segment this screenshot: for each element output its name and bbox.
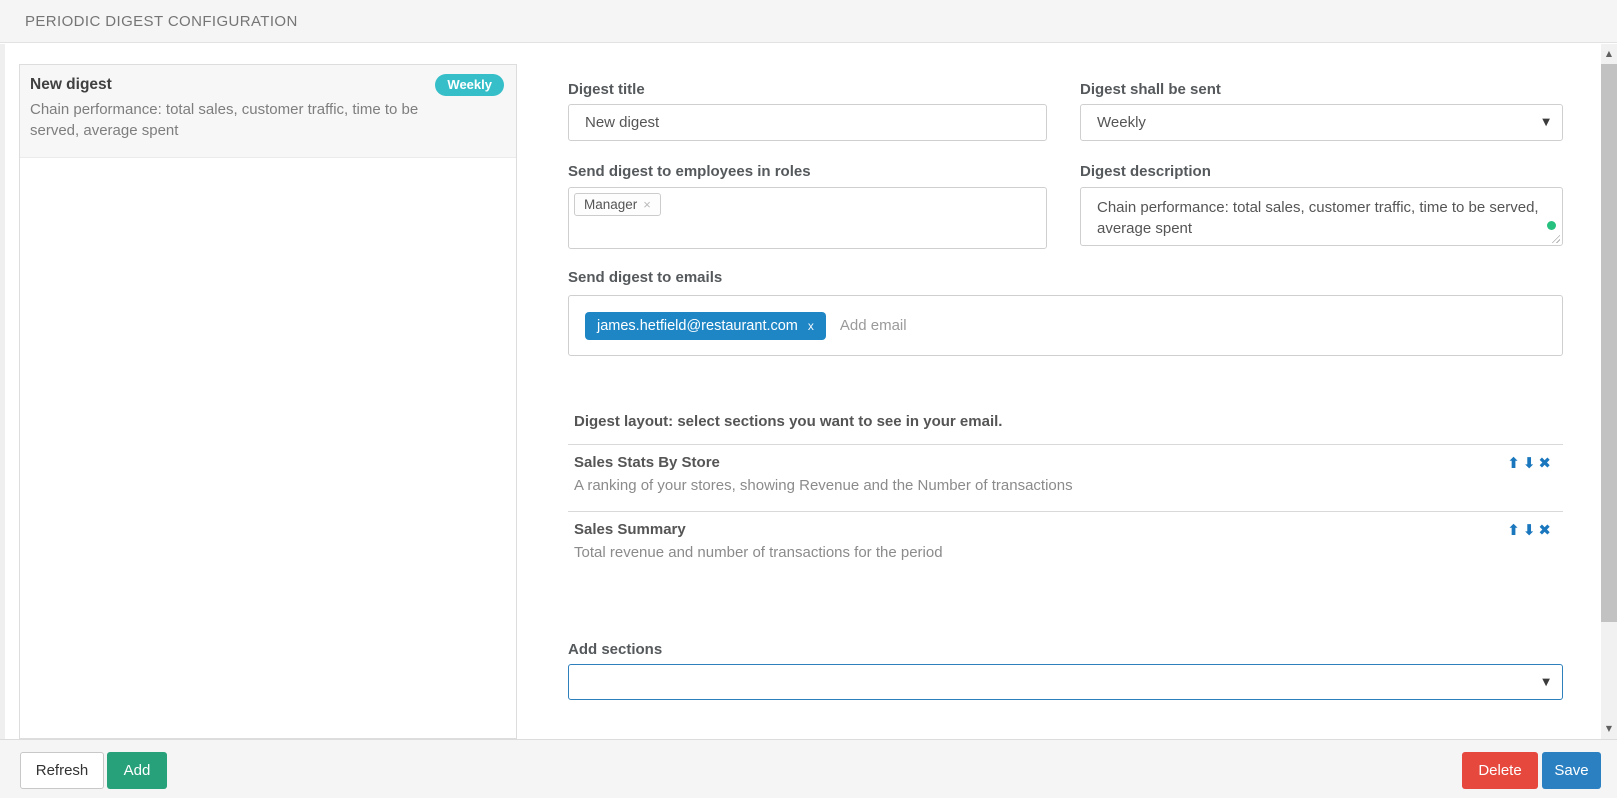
move-up-icon[interactable]: ⬆ [1507, 454, 1520, 472]
chevron-down-icon: ▼ [1542, 117, 1550, 128]
digest-sections-list: Sales Stats By Store A ranking of your s… [568, 444, 1563, 578]
digest-item-description: Chain performance: total sales, customer… [30, 101, 419, 139]
section-description: A ranking of your stores, showing Revenu… [574, 477, 1073, 494]
description-textarea[interactable]: Chain performance: total sales, customer… [1080, 187, 1563, 246]
save-button[interactable]: Save [1542, 752, 1601, 789]
description-text: Chain performance: total sales, customer… [1097, 199, 1539, 237]
vertical-scrollbar[interactable]: ▲ ▼ [1601, 44, 1617, 739]
move-down-icon[interactable]: ⬇ [1522, 521, 1536, 539]
email-chip-remove-icon[interactable]: x [807, 318, 814, 333]
add-button[interactable]: Add [107, 752, 167, 789]
section-controls: ⬆ ⬇ ✖ [1507, 521, 1551, 539]
digest-layout-heading: Digest layout: select sections you want … [574, 413, 1003, 430]
schedule-label: Digest shall be sent [1080, 81, 1221, 98]
roles-multiselect[interactable]: Manager × [568, 187, 1047, 249]
status-dot-icon [1547, 221, 1556, 230]
role-tag: Manager × [574, 193, 661, 216]
digest-title-input[interactable]: New digest [568, 104, 1047, 141]
digest-item-head: New digest Weekly [30, 74, 504, 96]
schedule-select[interactable]: Weekly ▼ [1080, 104, 1563, 141]
schedule-selected-value: Weekly [1097, 114, 1146, 131]
move-up-icon[interactable]: ⬆ [1507, 521, 1520, 539]
scrollbar-thumb[interactable] [1601, 64, 1617, 622]
emails-input[interactable]: james.hetfield@restaurant.com x Add emai… [568, 295, 1563, 356]
textarea-resize-handle[interactable] [1550, 233, 1560, 243]
scrollbar-down-icon[interactable]: ▼ [1605, 724, 1613, 733]
digest-list-panel: New digest Weekly Chain performance: tot… [19, 64, 517, 739]
page-header: PERIODIC DIGEST CONFIGURATION [0, 0, 1617, 43]
section-title: Sales Summary [574, 521, 686, 538]
refresh-button[interactable]: Refresh [20, 752, 104, 789]
digest-title-label: Digest title [568, 81, 645, 98]
email-chip: james.hetfield@restaurant.com x [585, 311, 826, 340]
remove-section-icon[interactable]: ✖ [1538, 521, 1551, 539]
chevron-down-icon: ▼ [1542, 677, 1550, 688]
emails-label: Send digest to emails [568, 269, 723, 286]
move-down-icon[interactable]: ⬇ [1522, 454, 1536, 472]
roles-label: Send digest to employees in roles [568, 163, 811, 180]
page-title: PERIODIC DIGEST CONFIGURATION [25, 13, 298, 30]
digest-item-title: New digest [30, 76, 112, 93]
delete-button[interactable]: Delete [1462, 752, 1538, 789]
section-title: Sales Stats By Store [574, 454, 720, 471]
scrollbar-up-icon[interactable]: ▲ [1605, 49, 1613, 58]
section-description: Total revenue and number of transactions… [574, 544, 943, 561]
section-row: Sales Stats By Store A ranking of your s… [568, 444, 1563, 511]
add-sections-label: Add sections [568, 641, 663, 658]
add-sections-select[interactable]: ▼ [568, 664, 1563, 700]
description-label: Digest description [1080, 163, 1211, 180]
role-tag-remove-icon[interactable]: × [643, 197, 651, 212]
left-gutter [0, 44, 5, 739]
digest-frequency-badge: Weekly [435, 74, 504, 96]
email-chip-label: james.hetfield@restaurant.com [597, 317, 798, 334]
section-row: Sales Summary Total revenue and number o… [568, 511, 1563, 578]
role-tag-label: Manager [584, 197, 638, 212]
add-email-placeholder: Add email [839, 317, 907, 334]
remove-section-icon[interactable]: ✖ [1538, 454, 1551, 472]
action-bar: Refresh Add Delete Save [0, 739, 1617, 798]
section-controls: ⬆ ⬇ ✖ [1507, 454, 1551, 472]
digest-list-item[interactable]: New digest Weekly Chain performance: tot… [20, 65, 516, 158]
